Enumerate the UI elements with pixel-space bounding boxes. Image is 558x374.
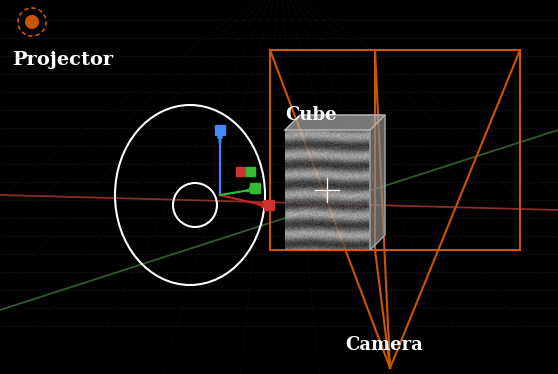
Bar <box>215 125 225 135</box>
Bar <box>264 200 274 210</box>
Text: Camera: Camera <box>345 336 423 354</box>
Bar <box>246 167 255 176</box>
Bar <box>236 167 245 176</box>
Text: Cube: Cube <box>285 106 336 124</box>
Circle shape <box>26 16 39 28</box>
FancyArrow shape <box>246 188 255 193</box>
Bar <box>250 183 260 193</box>
Polygon shape <box>285 115 385 130</box>
Polygon shape <box>370 115 385 250</box>
Text: Projector: Projector <box>12 51 113 69</box>
FancyArrow shape <box>218 133 223 143</box>
FancyArrow shape <box>258 203 267 208</box>
